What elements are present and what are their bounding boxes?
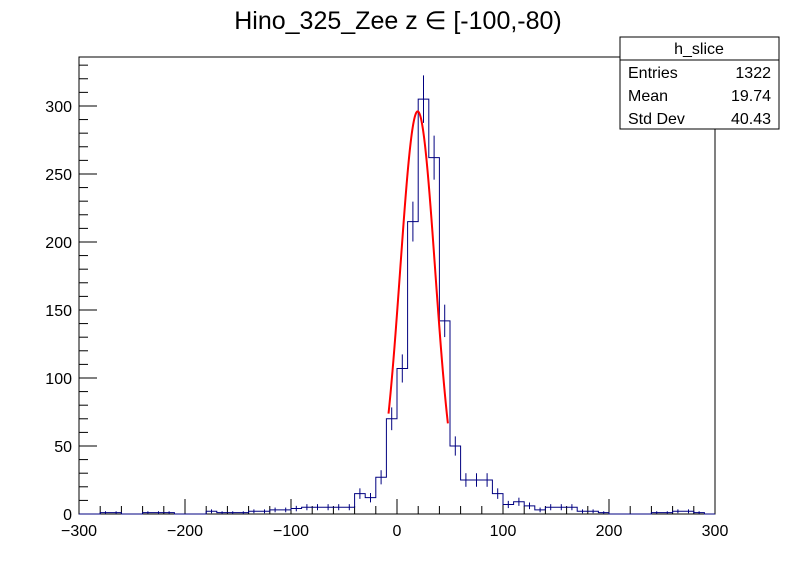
error-bars (105, 75, 700, 514)
x-tick-label: 0 (393, 523, 402, 540)
stats-mean-value: 19.74 (731, 88, 771, 105)
stats-entries-label: Entries (628, 65, 678, 82)
gaussian-fit-curve (387, 110, 449, 424)
stats-box: h_slice Entries 1322 Mean 19.74 Std Dev … (619, 36, 780, 130)
y-tick-label: 50 (54, 439, 72, 456)
stats-box-frame (619, 36, 780, 130)
x-tick-label: 100 (490, 523, 517, 540)
chart-title: Hino_325_Zee z ∈ [-100,-80) (234, 7, 562, 35)
y-axis: 0 50 100 150 200 250 300 (45, 64, 97, 524)
x-tick-label: −100 (273, 523, 309, 540)
histogram-outline (79, 98, 715, 515)
y-tick-label: 300 (45, 99, 72, 116)
y-tick-label: 250 (45, 167, 72, 184)
x-tick-label: 300 (702, 523, 729, 540)
y-tick-label: 150 (45, 303, 72, 320)
stats-entries-value: 1322 (735, 65, 771, 82)
stats-stddev-value: 40.43 (731, 111, 771, 128)
y-tick-label: 200 (45, 235, 72, 252)
y-tick-label: 0 (63, 507, 72, 524)
stats-stddev-label: Std Dev (628, 111, 685, 128)
stats-mean-label: Mean (628, 88, 668, 105)
x-tick-label: −300 (61, 523, 97, 540)
y-tick-label: 100 (45, 371, 72, 388)
x-tick-label: −200 (167, 523, 203, 540)
stats-box-name: h_slice (674, 41, 724, 58)
x-tick-label: 200 (596, 523, 623, 540)
x-axis: −300 −200 −100 0 100 200 300 (61, 499, 728, 540)
